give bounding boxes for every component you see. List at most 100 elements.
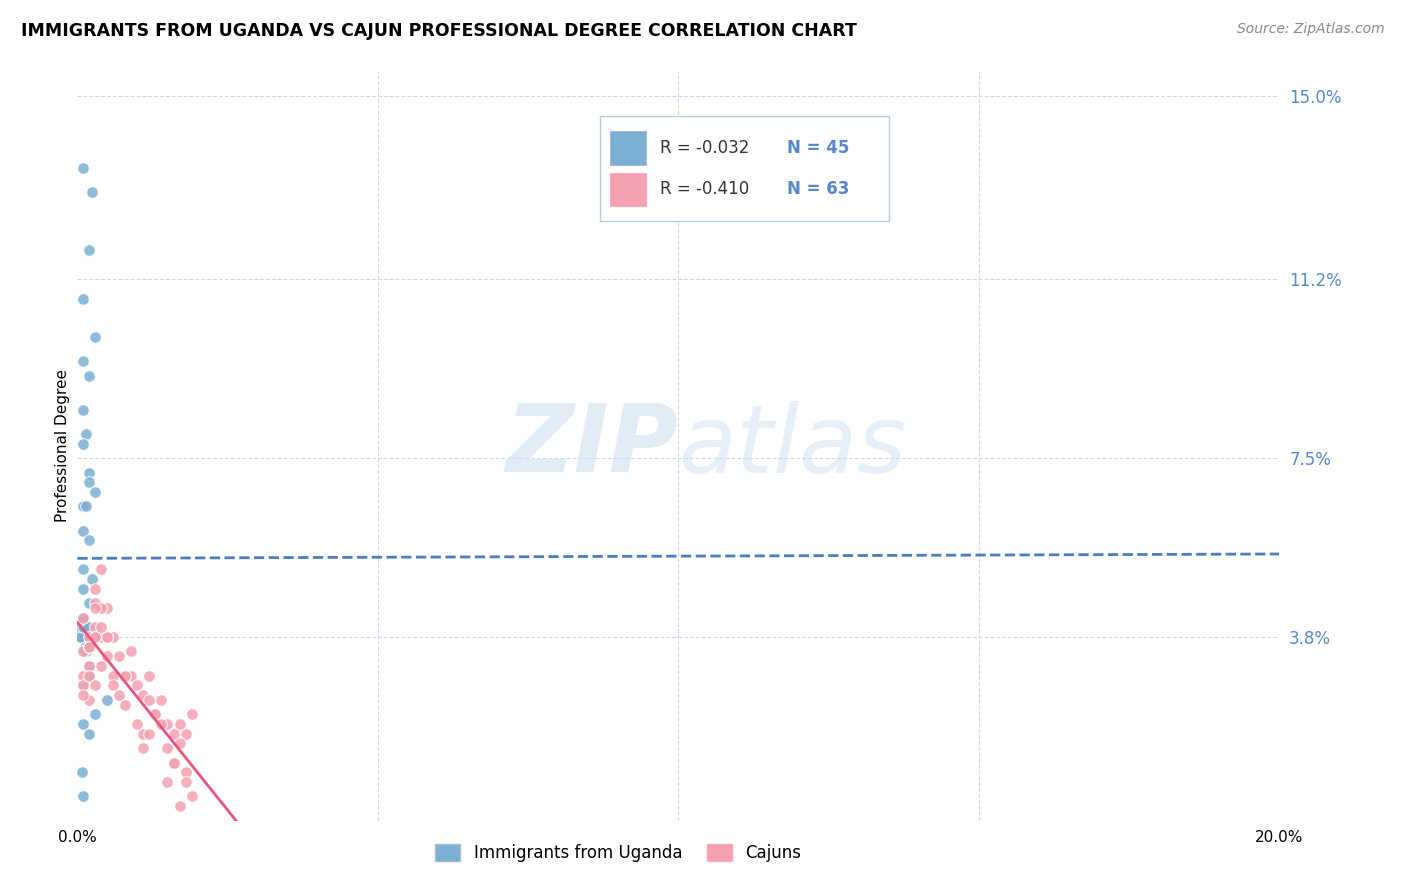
Point — [103, 668, 125, 682]
Point — [72, 161, 94, 175]
Text: R = -0.032: R = -0.032 — [661, 139, 749, 157]
Point — [69, 620, 91, 634]
Point — [72, 610, 94, 624]
Point — [90, 620, 112, 634]
Point — [84, 630, 107, 644]
Point — [84, 630, 107, 644]
Point — [120, 668, 142, 682]
Point — [72, 678, 94, 692]
Point — [72, 354, 94, 368]
Point — [79, 640, 101, 654]
Point — [79, 466, 101, 480]
Point — [72, 500, 94, 514]
Point — [84, 678, 107, 692]
Point — [90, 630, 112, 644]
Point — [132, 741, 155, 756]
Point — [96, 601, 118, 615]
Text: R = -0.410: R = -0.410 — [661, 180, 749, 198]
Point — [84, 582, 107, 596]
Point — [77, 620, 100, 634]
Point — [79, 668, 101, 682]
Point — [72, 678, 94, 692]
Point — [150, 693, 173, 707]
Point — [75, 426, 97, 441]
Point — [169, 717, 191, 731]
Point — [96, 630, 118, 644]
Point — [79, 244, 101, 258]
Point — [79, 726, 101, 740]
Point — [84, 601, 107, 615]
Point — [90, 562, 112, 576]
Point — [96, 649, 118, 664]
Text: ZIP: ZIP — [506, 400, 679, 492]
Point — [79, 659, 101, 673]
Point — [72, 644, 94, 658]
Point — [72, 582, 94, 596]
Point — [84, 484, 107, 499]
Point — [79, 668, 101, 682]
Point — [156, 775, 179, 789]
Point — [72, 562, 94, 576]
Point — [138, 693, 160, 707]
Point — [90, 659, 112, 673]
Point — [114, 668, 136, 682]
Point — [75, 500, 97, 514]
Point — [114, 698, 136, 712]
Point — [72, 668, 94, 682]
FancyBboxPatch shape — [610, 172, 645, 206]
Point — [79, 533, 101, 548]
Point — [79, 630, 101, 644]
Point — [84, 330, 107, 344]
Point — [156, 717, 179, 731]
Point — [180, 789, 202, 804]
Point — [72, 688, 94, 702]
Point — [79, 693, 101, 707]
FancyBboxPatch shape — [600, 116, 889, 221]
Point — [96, 693, 118, 707]
Point — [70, 630, 93, 644]
Point — [79, 659, 101, 673]
Point — [114, 668, 136, 682]
Point — [103, 678, 125, 692]
Point — [72, 436, 94, 450]
Point — [108, 649, 131, 664]
Point — [138, 726, 160, 740]
Point — [145, 707, 167, 722]
FancyBboxPatch shape — [610, 131, 645, 165]
Text: N = 63: N = 63 — [786, 180, 849, 198]
Point — [75, 644, 97, 658]
Text: N = 45: N = 45 — [786, 139, 849, 157]
Point — [79, 640, 101, 654]
Point — [120, 644, 142, 658]
Point — [84, 630, 107, 644]
Point — [72, 789, 94, 804]
Point — [69, 630, 91, 644]
Point — [79, 596, 101, 610]
Point — [72, 524, 94, 538]
Point — [156, 741, 179, 756]
Point — [82, 572, 104, 586]
Point — [138, 668, 160, 682]
Point — [103, 630, 125, 644]
Point — [174, 775, 197, 789]
Point — [96, 630, 118, 644]
Y-axis label: Professional Degree: Professional Degree — [55, 369, 70, 523]
Point — [79, 630, 101, 644]
Point — [72, 610, 94, 624]
Point — [70, 765, 93, 780]
Point — [174, 765, 197, 780]
Point — [90, 601, 112, 615]
Point — [72, 610, 94, 624]
Point — [84, 596, 107, 610]
Point — [90, 630, 112, 644]
Point — [127, 678, 149, 692]
Point — [108, 688, 131, 702]
Point — [169, 799, 191, 814]
Point — [169, 736, 191, 750]
Point — [72, 292, 94, 306]
Point — [72, 402, 94, 417]
Legend: Immigrants from Uganda, Cajuns: Immigrants from Uganda, Cajuns — [429, 837, 808, 869]
Point — [174, 726, 197, 740]
Point — [162, 726, 184, 740]
Point — [145, 707, 167, 722]
